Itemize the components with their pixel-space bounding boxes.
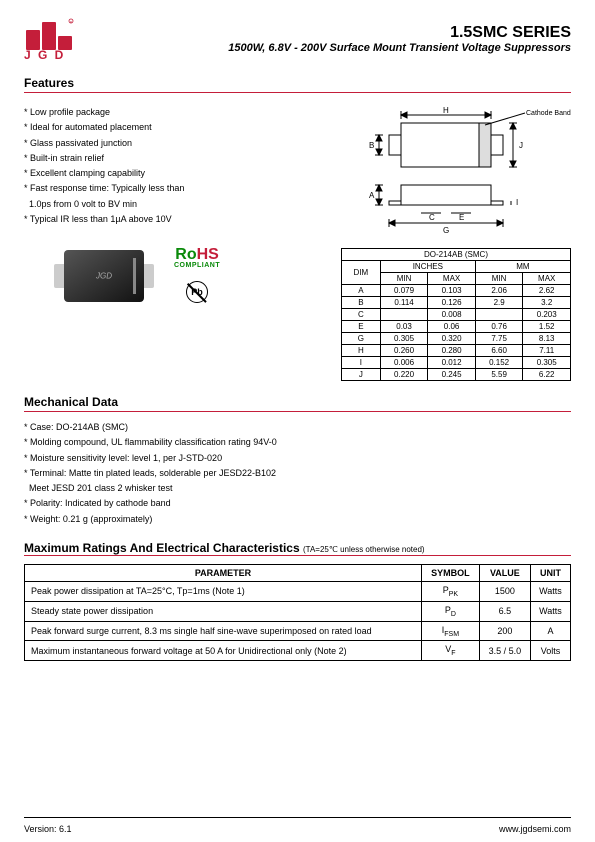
divider <box>24 555 571 556</box>
features-heading: Features <box>24 76 571 90</box>
feature-item: * Low profile package <box>24 105 361 120</box>
table-row: J0.2200.2455.596.22 <box>342 369 571 381</box>
title-block: 1.5SMC SERIES 1500W, 6.8V - 200V Surface… <box>84 18 571 54</box>
svg-text:B: B <box>369 141 374 150</box>
product-image-block: JGD RoHS COMPLIANT Pb <box>24 248 341 303</box>
table-row: B0.1140.1262.93.2 <box>342 297 571 309</box>
svg-text:Cathode Band: Cathode Band <box>526 110 571 117</box>
feature-item: * Typical IR less than 1µA above 10V <box>24 212 361 227</box>
mechanical-list: * Case: DO-214AB (SMC)* Molding compound… <box>24 420 571 527</box>
table-row: C0.0080.203 <box>342 309 571 321</box>
table-row: Peak power dissipation at TA=25°C, Tp=1m… <box>25 582 571 602</box>
svg-text:I: I <box>516 198 518 207</box>
mechanical-item: * Weight: 0.21 g (approximately) <box>24 512 571 527</box>
ratings-heading: Maximum Ratings And Electrical Character… <box>24 541 571 555</box>
mechanical-item: * Polarity: Indicated by cathode band <box>24 496 571 511</box>
divider <box>24 92 571 93</box>
svg-text:A: A <box>369 191 375 200</box>
pb-free-badge: Pb <box>186 281 208 303</box>
svg-text:H: H <box>443 106 449 115</box>
feature-item: 1.0ps from 0 volt to BV min <box>24 197 361 212</box>
subtitle: 1500W, 6.8V - 200V Surface Mount Transie… <box>84 42 571 54</box>
logo-icon: R <box>24 18 84 50</box>
svg-text:E: E <box>459 213 464 222</box>
package-diagram: H B J Cathode Band A C E G I <box>361 101 571 238</box>
logo-text: J G D <box>24 48 84 62</box>
svg-text:C: C <box>429 213 435 222</box>
svg-text:J: J <box>519 141 523 150</box>
rohs-badge: RoHS COMPLIANT <box>174 248 220 269</box>
logo: R J G D <box>24 18 84 62</box>
series-title: 1.5SMC SERIES <box>84 24 571 42</box>
footer-url: www.jgdsemi.com <box>499 824 571 834</box>
feature-item: * Ideal for automated placement <box>24 120 361 135</box>
feature-item: * Fast response time: Typically less tha… <box>24 181 361 196</box>
mechanical-item: * Case: DO-214AB (SMC) <box>24 420 571 435</box>
feature-item: * Excellent clamping capability <box>24 166 361 181</box>
chip-image: JGD <box>64 250 144 302</box>
header: R J G D 1.5SMC SERIES 1500W, 6.8V - 200V… <box>24 18 571 62</box>
mechanical-item: * Molding compound, UL flammability clas… <box>24 435 571 450</box>
table-row: A0.0790.1032.062.62 <box>342 285 571 297</box>
table-row: Steady state power dissipationPD6.5Watts <box>25 601 571 621</box>
footer: Version: 6.1 www.jgdsemi.com <box>24 824 571 834</box>
divider <box>24 411 571 412</box>
svg-text:G: G <box>443 226 449 235</box>
features-list: * Low profile package* Ideal for automat… <box>24 101 361 227</box>
table-row: Maximum instantaneous forward voltage at… <box>25 641 571 661</box>
table-row: G0.3050.3207.758.13 <box>342 333 571 345</box>
table-row: H0.2600.2806.607.11 <box>342 345 571 357</box>
chip-label: JGD <box>96 271 112 280</box>
mechanical-item: Meet JESD 201 class 2 whisker test <box>24 481 571 496</box>
table-row: Peak forward surge current, 8.3 ms singl… <box>25 621 571 641</box>
dimension-table: DO-214AB (SMC) DIM INCHES MM MINMAX MINM… <box>341 248 571 381</box>
footer-divider <box>24 817 571 818</box>
mechanical-item: * Terminal: Matte tin plated leads, sold… <box>24 466 571 481</box>
parameters-table: PARAMETER SYMBOL VALUE UNIT Peak power d… <box>24 564 571 661</box>
mechanical-item: * Moisture sensitivity level: level 1, p… <box>24 451 571 466</box>
feature-item: * Built-in strain relief <box>24 151 361 166</box>
mechanical-heading: Mechanical Data <box>24 395 571 409</box>
table-row: E0.030.060.761.52 <box>342 321 571 333</box>
table-row: I0.0060.0120.1520.305 <box>342 357 571 369</box>
feature-item: * Glass passivated junction <box>24 136 361 151</box>
